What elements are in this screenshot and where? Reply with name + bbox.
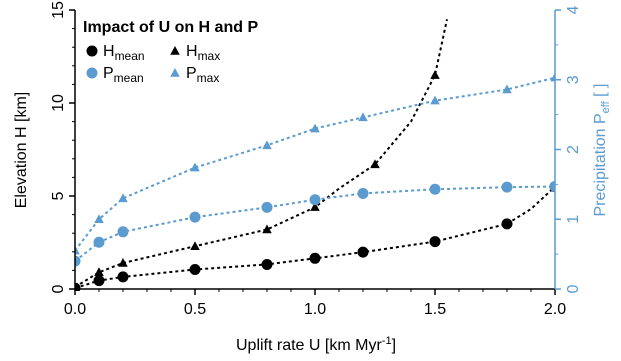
series-p-mean-point (501, 181, 513, 193)
legend-h-mean-label: Hmean (103, 43, 145, 63)
series-p-max-point (262, 140, 272, 150)
series-h-max-point (430, 70, 440, 79)
series-h-mean-point (117, 271, 129, 283)
series-p-mean-point (261, 201, 273, 213)
x-axis-title: Uplift rate U [km Myr-1] (236, 335, 396, 354)
series-p-mean-point (429, 183, 441, 195)
series-h-mean-point (261, 258, 273, 270)
y2-axis-title-sub: eff (600, 100, 612, 113)
series-p-max-point (310, 123, 320, 133)
x-tick-label: 2.0 (544, 301, 566, 318)
y-axis-title: Elevation H [km] (13, 92, 30, 208)
series-h-mean-point (429, 236, 441, 248)
series-p-max-point (75, 245, 80, 255)
series-layer (75, 19, 555, 291)
series-p-max-point (118, 193, 128, 203)
x-tick-label: 0.5 (184, 301, 206, 318)
series-p-max-point (358, 112, 368, 122)
series-p-mean-line (75, 185, 555, 262)
series-p-mean-point (75, 255, 81, 267)
legend: Hmean Hmax Pmean Pmax (86, 43, 220, 85)
series-p-mean-point (93, 236, 105, 248)
axes-frame (74, 10, 555, 290)
series-h-max-point (370, 159, 380, 169)
series-p-mean-point (189, 211, 201, 223)
series-h-max-point (310, 202, 320, 211)
series-p-mean-point (549, 180, 555, 192)
x-tick-label: 1.0 (304, 301, 326, 318)
y2-tick-label: 4 (565, 5, 582, 14)
series-p-max-point (94, 214, 104, 223)
series-p-mean-point (309, 194, 321, 206)
series-p-max-point (430, 95, 440, 105)
series-h-max-point (118, 257, 128, 267)
y-tick-label: 0 (50, 284, 67, 293)
legend-p-mean-marker (86, 67, 98, 79)
x-axis-title-main: Uplift rate U [km Myr (236, 337, 382, 354)
series-p-max-point (502, 84, 512, 94)
y-tick-label: 5 (50, 191, 67, 200)
series-h-mean-point (189, 263, 201, 275)
y2-tick-label: 0 (565, 284, 582, 293)
series-h-mean-point (357, 246, 369, 258)
y-tick-label: 15 (50, 1, 67, 19)
x-axis-title-sup: -1 (382, 335, 392, 347)
y2-axis-title: Precipitation Peff [ ] (592, 84, 612, 217)
y2-tick-label: 2 (565, 145, 582, 154)
x-tick-label: 1.5 (424, 301, 446, 318)
series-p-max-point (190, 162, 200, 172)
series-h-max-point (94, 267, 104, 277)
series-h-max-point (262, 224, 272, 234)
series-p-max-line (75, 76, 555, 252)
chart-title: Impact of U on H and P (83, 19, 258, 36)
legend-h-max-marker (170, 46, 180, 55)
legend-p-mean-label: Pmean (103, 65, 144, 85)
series-p-max-point (550, 72, 555, 82)
axes-layer: 0.0 0.5 1.0 1.5 2.0 0 5 10 15 0 1 2 3 4 (50, 1, 582, 318)
y2-axis-title-main: Precipitation P (592, 113, 609, 216)
series-p-mean-point (117, 226, 129, 238)
series-h-mean-point (309, 252, 321, 264)
series-p-mean-point (357, 187, 369, 199)
y-tick-label: 10 (50, 94, 67, 112)
y2-axis-title-suffix: [ ] (592, 84, 609, 102)
legend-h-mean-marker (86, 45, 98, 57)
series-h-mean-point (93, 275, 105, 287)
y2-tick-label: 1 (565, 215, 582, 224)
series-h-mean-point (501, 218, 513, 230)
legend-h-max-label: Hmax (186, 43, 220, 63)
x-axis-title-suffix: ] (392, 337, 396, 354)
x-tick-label: 0.0 (64, 301, 86, 318)
series-h-max-point (190, 241, 200, 250)
legend-p-max-label: Pmax (186, 65, 219, 85)
legend-p-max-marker (170, 68, 180, 77)
y2-tick-label: 3 (565, 75, 582, 84)
